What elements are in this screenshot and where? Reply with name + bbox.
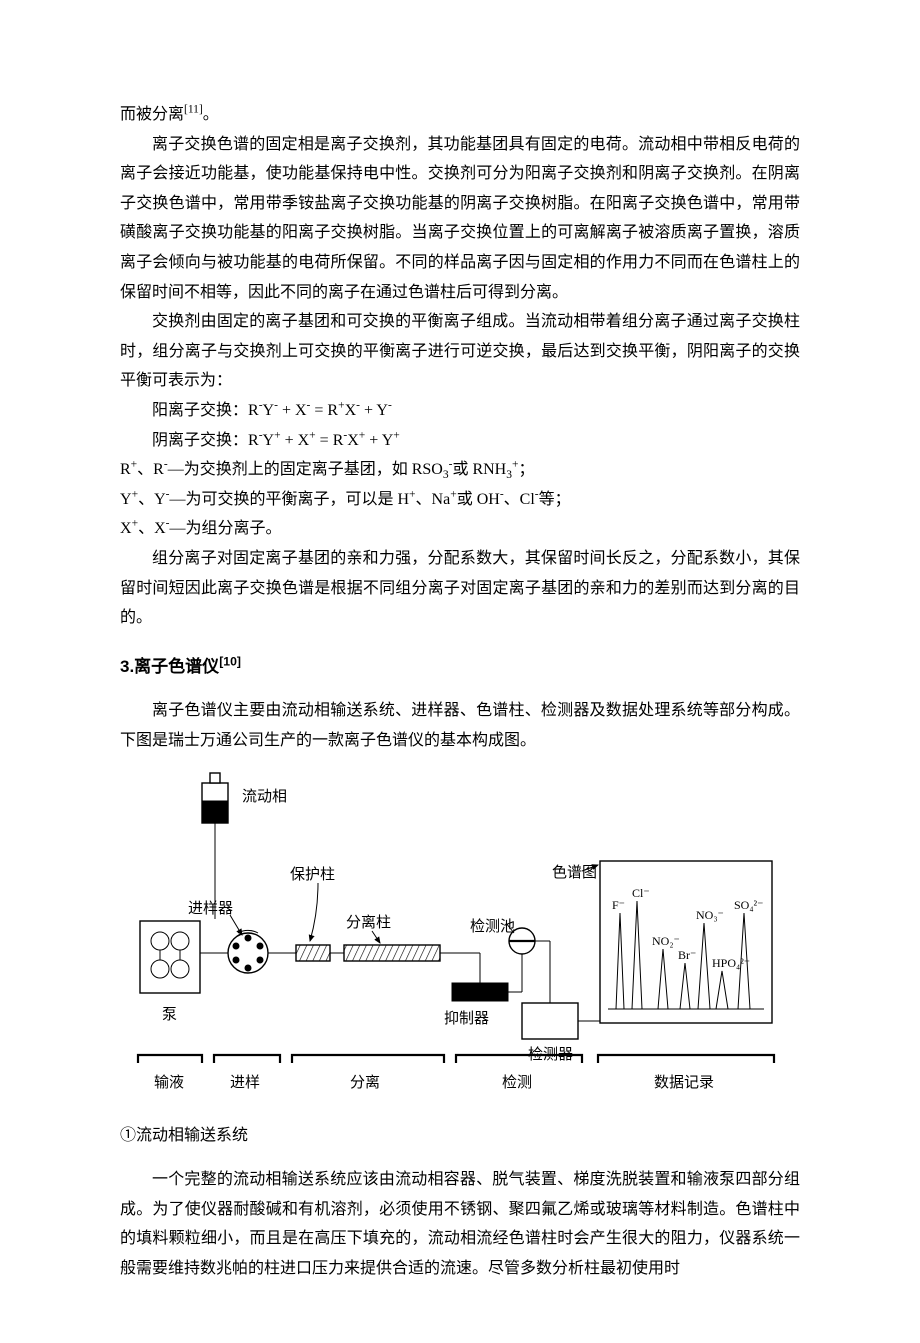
- paragraph-1: 离子交换色谱的固定相是离子交换剂，其功能基团具有固定的电荷。流动相中带相反电荷的…: [120, 130, 800, 308]
- label-mobile-phase: 流动相: [242, 788, 287, 805]
- stage-5: 数据记录: [654, 1074, 714, 1091]
- paragraph-5: 一个完整的流动相输送系统应该由流动相容器、脱气装置、梯度洗脱装置和输液泵四部分组…: [120, 1165, 800, 1283]
- stage-1: 输液: [154, 1074, 184, 1091]
- peak-label-5: SO₄²⁻: [734, 898, 763, 912]
- stage-3: 分离: [350, 1074, 380, 1091]
- peak-label-6: HPO₄²⁻: [712, 956, 750, 970]
- label-pump: 泵: [162, 1007, 177, 1023]
- peak-label-4: NO₃⁻: [696, 908, 724, 922]
- definition-3: X+、X-—为组分离子。: [120, 514, 800, 544]
- lead-fragment: 而被分离[11]。: [120, 100, 800, 130]
- instrument-diagram: 流动相 泵 进样器: [120, 763, 780, 1103]
- label-chromatogram: 色谱图: [552, 864, 597, 881]
- definition-1: R+、R-—为交换剂上的固定离子基团，如 RSO3-或 RNH3+；: [120, 455, 800, 485]
- subheading-1: ①流动相输送系统: [120, 1121, 800, 1151]
- peak-label-0: F⁻: [612, 898, 625, 912]
- paragraph-4: 离子色谱仪主要由流动相输送系统、进样器、色谱柱、检测器及数据处理系统等部分构成。…: [120, 696, 800, 755]
- stage-2: 进样: [230, 1074, 260, 1091]
- peak-label-3: Br⁻: [678, 948, 696, 962]
- peak-label-1: Cl⁻: [632, 886, 650, 900]
- label-injector: 进样器: [188, 900, 233, 917]
- equation-cation: 阳离子交换：R-Y- + X- = R+X- + Y-: [120, 396, 800, 426]
- stage-4: 检测: [502, 1074, 532, 1091]
- peak-label-2: NO₂⁻: [652, 934, 680, 948]
- label-guard-column: 保护柱: [290, 866, 335, 883]
- paragraph-2: 交换剂由固定的离子基团和可交换的平衡离子组成。当流动相带着组分离子通过离子交换柱…: [120, 307, 800, 396]
- paragraph-3: 组分离子对固定离子基团的亲和力强，分配系数大，其保留时间长反之，分配系数小，其保…: [120, 544, 800, 633]
- definition-2: Y+、Y-—为可交换的平衡离子，可以是 H+、Na+或 OH-、Cl-等；: [120, 485, 800, 515]
- eq1-label: 阳离子交换：: [152, 402, 248, 419]
- label-separation-column: 分离柱: [346, 914, 391, 931]
- eq2-label: 阴离子交换：: [152, 432, 248, 449]
- section-heading: 3.离子色谱仪[10]: [120, 651, 800, 682]
- equation-anion: 阴离子交换：R-Y+ + X+ = R-X+ + Y+: [120, 426, 800, 456]
- label-suppressor: 抑制器: [444, 1010, 489, 1027]
